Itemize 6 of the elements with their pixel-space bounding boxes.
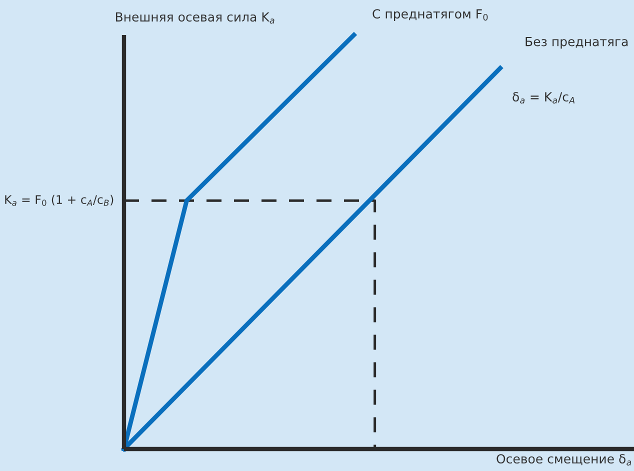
series-label: С преднатягом F$_{0}$ [372,9,488,21]
x-axis-title: Осевое смещение δ$_{a}$ [496,454,632,466]
text: K$_{a}$ = F$_{0}$ (1 + c$_{A}$/c$_{B}$) [5,194,114,206]
text: Без преднатяга [526,36,628,49]
annotation: δ$_{a}$ = K$_{a}$/c$_{A}$ [512,92,574,104]
y-axis-title: Внешняя осевая сила K$_{a}$ [116,12,274,24]
